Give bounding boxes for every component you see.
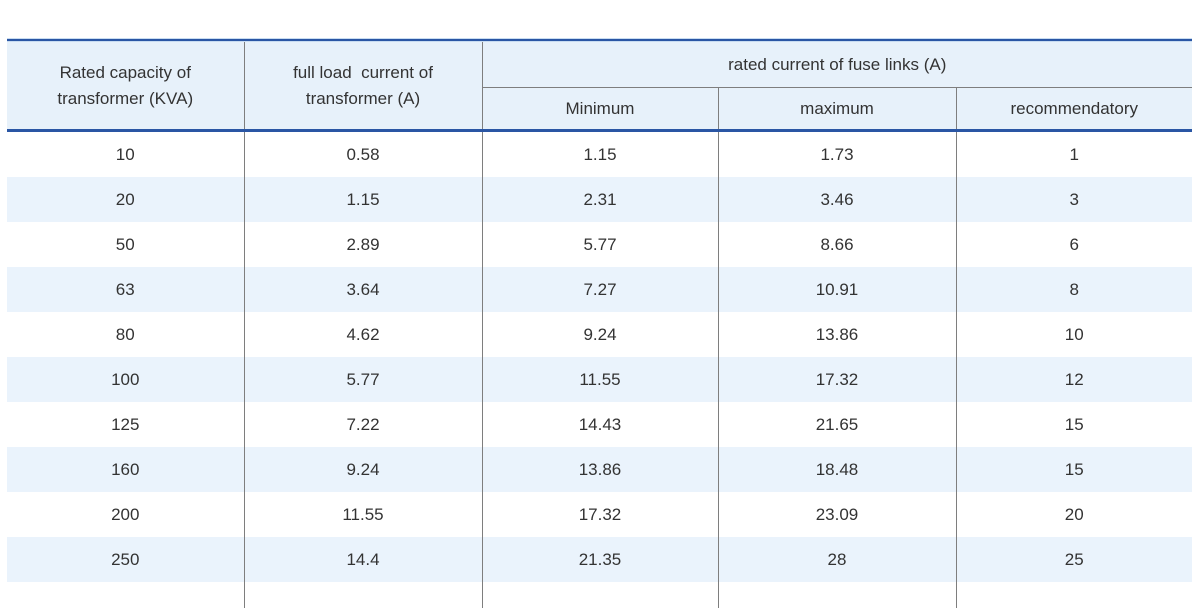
table-row: 125 7.22 14.43 21.65 15 (7, 402, 1192, 447)
table-header: Rated capacity of transformer (KVA) full… (7, 42, 1192, 132)
table-cell: 13.86 (717, 312, 956, 357)
table-cell: 3 (955, 177, 1192, 222)
table-top-rule (7, 38, 1192, 42)
header-rated-capacity: Rated capacity of transformer (KVA) (7, 42, 244, 132)
table-cell: 250 (7, 537, 244, 582)
table-cell: 7.22 (243, 402, 482, 447)
table-cell: 9.24 (243, 447, 482, 492)
table-cell: 21.35 (481, 537, 718, 582)
table-cell: 15 (955, 402, 1192, 447)
table-row: 63 3.64 7.27 10.91 8 (7, 267, 1192, 312)
table-cell: 12 (955, 357, 1192, 402)
table-row: 200 11.55 17.32 23.09 20 (7, 492, 1192, 537)
table-cell: 10 (955, 312, 1192, 357)
table-cell: 15 (955, 447, 1192, 492)
transformer-fuse-table: Rated capacity of transformer (KVA) full… (7, 42, 1192, 608)
table-cell: 18.48 (717, 447, 956, 492)
header-maximum: maximum (717, 87, 956, 132)
header-full-load-current: full load current of transformer (A) (243, 42, 482, 132)
table-cell: 5.77 (481, 222, 718, 267)
table-row-partial (7, 582, 1192, 608)
header-minimum: Minimum (481, 87, 718, 132)
table-cell (481, 582, 718, 608)
table-cell: 50 (7, 222, 244, 267)
table-cell: 10 (7, 130, 244, 177)
table-cell: 14.43 (481, 402, 718, 447)
table-row: 50 2.89 5.77 8.66 6 (7, 222, 1192, 267)
table-body: 10 0.58 1.15 1.73 1 20 1.15 2.31 3.46 3 … (7, 130, 1192, 608)
table-cell: 14.4 (243, 537, 482, 582)
table-cell: 23.09 (717, 492, 956, 537)
table-row: 10 0.58 1.15 1.73 1 (7, 130, 1192, 177)
table-cell: 28 (717, 537, 956, 582)
table-cell (955, 582, 1192, 608)
table-cell: 9.24 (481, 312, 718, 357)
table-cell: 200 (7, 492, 244, 537)
table-cell: 8.66 (717, 222, 956, 267)
table-cell: 2.31 (481, 177, 718, 222)
table-cell: 17.32 (481, 492, 718, 537)
table-row: 250 14.4 21.35 28 25 (7, 537, 1192, 582)
table-cell: 160 (7, 447, 244, 492)
table-cell: 100 (7, 357, 244, 402)
table-cell: 0.58 (243, 130, 482, 177)
table-cell: 63 (7, 267, 244, 312)
table-cell: 20 (7, 177, 244, 222)
table-cell: 17.32 (717, 357, 956, 402)
table-row: 100 5.77 11.55 17.32 12 (7, 357, 1192, 402)
table-cell: 3.64 (243, 267, 482, 312)
header-recommendatory: recommendatory (955, 87, 1192, 132)
table-cell: 3.46 (717, 177, 956, 222)
table-cell: 1 (955, 130, 1192, 177)
table-cell: 21.65 (717, 402, 956, 447)
table-cell (7, 582, 244, 608)
table-cell: 4.62 (243, 312, 482, 357)
table-cell: 1.15 (481, 130, 718, 177)
table-cell: 80 (7, 312, 244, 357)
table-cell (717, 582, 956, 608)
table-cell: 8 (955, 267, 1192, 312)
table-cell: 11.55 (243, 492, 482, 537)
table-cell: 125 (7, 402, 244, 447)
table-cell: 6 (955, 222, 1192, 267)
transformer-fuse-table-wrap: Rated capacity of transformer (KVA) full… (7, 38, 1192, 608)
header-row-main: Rated capacity of transformer (KVA) full… (7, 42, 1192, 132)
table-cell (243, 582, 482, 608)
table-row: 80 4.62 9.24 13.86 10 (7, 312, 1192, 357)
table-cell: 7.27 (481, 267, 718, 312)
table-cell: 2.89 (243, 222, 482, 267)
table-cell: 10.91 (717, 267, 956, 312)
header-row-sub: Minimum maximum recommendatory (7, 87, 1192, 132)
table-cell: 13.86 (481, 447, 718, 492)
table-row: 20 1.15 2.31 3.46 3 (7, 177, 1192, 222)
table-cell: 1.15 (243, 177, 482, 222)
table-cell: 5.77 (243, 357, 482, 402)
table-cell: 11.55 (481, 357, 718, 402)
table-cell: 1.73 (717, 130, 956, 177)
header-fuse-links-group: rated current of fuse links (A) (481, 42, 1192, 88)
table-cell: 25 (955, 537, 1192, 582)
table-row: 160 9.24 13.86 18.48 15 (7, 447, 1192, 492)
table-cell: 20 (955, 492, 1192, 537)
